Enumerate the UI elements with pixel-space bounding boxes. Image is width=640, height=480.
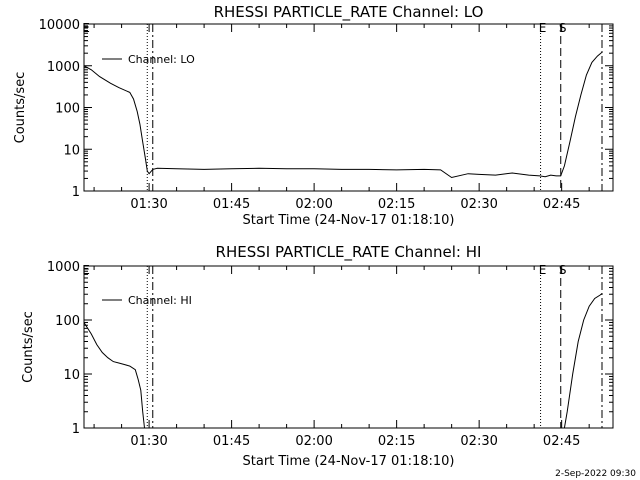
x-tick-label: 02:45	[543, 197, 580, 212]
event-marker-label: E	[82, 263, 90, 277]
x-tick-label: 02:15	[378, 197, 415, 212]
series-line	[83, 322, 145, 429]
x-tick-label: 02:45	[543, 434, 580, 449]
y-tick-label: 1000	[47, 60, 80, 75]
y-tick-label: 1	[72, 185, 80, 200]
x-tick-label: 02:15	[378, 434, 415, 449]
x-tick-label: 01:45	[213, 197, 250, 212]
x-tick-label: 01:30	[130, 197, 167, 212]
y-tick-label: 10000	[39, 18, 80, 33]
y-tick-label: 10	[63, 368, 80, 383]
y-tick-label: 100	[55, 102, 80, 117]
event-marker-label: E	[539, 21, 547, 35]
series-line	[563, 293, 603, 429]
x-tick-label: 01:30	[130, 434, 167, 449]
plot-frame	[83, 265, 614, 429]
event-marker-label: S	[559, 21, 567, 35]
chart-title: RHESSI PARTICLE_RATE Channel: LO	[214, 3, 484, 22]
event-marker-label: S	[559, 263, 567, 277]
chart-panel-hi: RHESSI PARTICLE_RATE Channel: HI 1 10 100 10…	[21, 243, 614, 469]
plot-frame	[83, 23, 614, 192]
y-axis-label: Counts/sec	[13, 72, 28, 144]
x-tick-label: 02:00	[295, 197, 332, 212]
x-tick-label: 02:00	[295, 434, 332, 449]
event-marker-label: E	[82, 21, 90, 35]
legend-label: Channel: HI	[128, 294, 192, 307]
x-tick-label: 02:30	[460, 434, 497, 449]
y-axis-label: Counts/sec	[21, 311, 36, 383]
x-axis-label: Start Time (24-Nov-17 01:18:10)	[243, 213, 455, 228]
footer-timestamp: 2-Sep-2022 09:30	[555, 469, 636, 479]
x-tick-label: 02:30	[460, 197, 497, 212]
event-marker-label: E	[539, 263, 547, 277]
y-tick-label: 10	[63, 143, 80, 158]
x-tick-label: 01:45	[213, 434, 250, 449]
chart-title: RHESSI PARTICLE_RATE Channel: HI	[216, 243, 482, 262]
chart-panel-lo: RHESSI PARTICLE_RATE Channel: LO 1 10 100 10…	[13, 3, 614, 228]
y-tick-label: 1	[72, 422, 80, 437]
y-tick-label: 1000	[47, 260, 80, 275]
y-tick-label: 100	[55, 314, 80, 329]
series-line	[83, 51, 603, 179]
legend-label: Channel: LO	[128, 53, 195, 66]
x-axis-label: Start Time (24-Nov-17 01:18:10)	[243, 454, 455, 469]
